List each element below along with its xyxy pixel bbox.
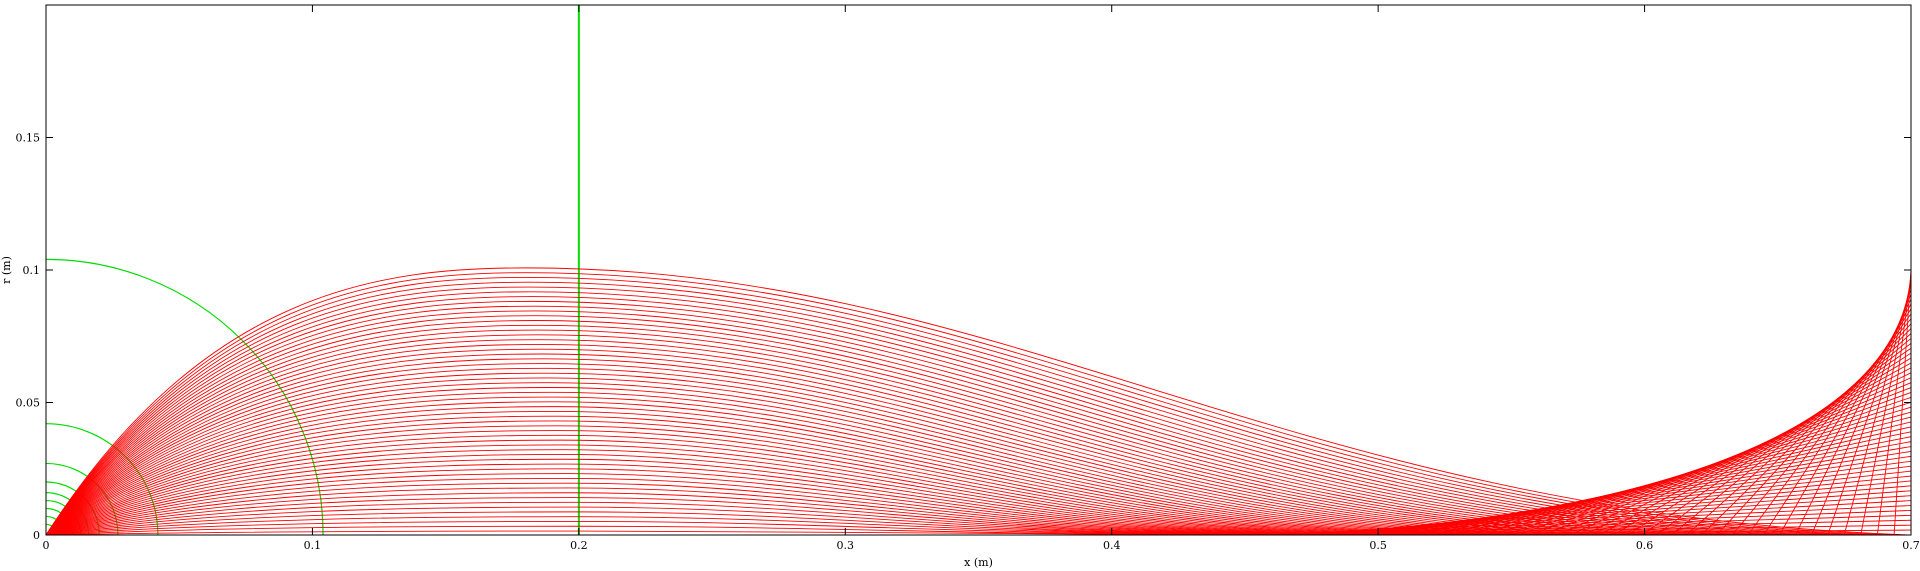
ray-trace xyxy=(45,406,1912,536)
ray-trace xyxy=(45,415,1912,536)
ray-trace xyxy=(45,298,1912,536)
ray-group xyxy=(45,267,1912,536)
axes-group: 0 0.1 0.2 0.3 0.4 0.5 0.6 0.7 0 0.05 0.1 0.15 xyxy=(16,4,1920,552)
ray-trace xyxy=(45,303,1912,536)
ray-trace xyxy=(45,352,1912,536)
x-axis-label: x (m) xyxy=(964,556,993,569)
ray-trace xyxy=(45,463,1912,536)
ray-trace xyxy=(45,274,1912,536)
ray-trace xyxy=(45,372,1912,536)
wavefront-arc xyxy=(45,423,159,536)
ray-trace xyxy=(45,439,1912,536)
ray-trace xyxy=(45,294,1912,536)
ray-trace xyxy=(45,377,1912,536)
ray-trace xyxy=(45,506,1912,536)
ray-trace xyxy=(45,511,1912,536)
ray-trace xyxy=(45,501,1912,536)
ray-trace xyxy=(45,362,1912,536)
ray-trace xyxy=(45,338,1912,536)
ray-trace xyxy=(45,367,1912,536)
ray-trace xyxy=(45,313,1912,536)
ray-trace xyxy=(45,497,1912,536)
ray-trace xyxy=(45,279,1912,536)
ray-trace xyxy=(45,430,1912,536)
ray-trace xyxy=(45,284,1912,536)
x-tick-label: 0.3 xyxy=(837,539,855,552)
y-tick-label: 0 xyxy=(33,529,40,542)
ray-trace xyxy=(45,401,1912,536)
x-tick-label: 0.7 xyxy=(1902,539,1920,552)
y-axis-label: r (m) xyxy=(0,256,13,284)
ray-trace xyxy=(45,468,1912,536)
x-tick-label: 0 xyxy=(43,539,50,552)
plot-frame xyxy=(45,4,1912,536)
ray-trace xyxy=(45,387,1912,536)
ray-trace xyxy=(45,391,1912,536)
ray-trace xyxy=(45,521,1912,536)
ray-trace xyxy=(45,267,1912,536)
x-tick-label: 0.4 xyxy=(1103,539,1121,552)
ray-trace xyxy=(45,308,1912,536)
ray-trace xyxy=(45,444,1912,536)
ray-trace xyxy=(45,449,1912,536)
ray-trace xyxy=(45,269,1912,536)
x-tick-label: 0.1 xyxy=(304,539,322,552)
ray-trace xyxy=(45,477,1912,536)
ray-trace xyxy=(45,328,1912,536)
ray-trace xyxy=(45,289,1912,536)
ray-trace xyxy=(45,342,1912,536)
ray-trace xyxy=(45,482,1912,536)
ray-trace xyxy=(45,434,1912,536)
ray-trace xyxy=(45,425,1912,536)
ray-trace xyxy=(45,382,1912,536)
ray-trace xyxy=(45,458,1912,536)
ray-trace xyxy=(45,318,1912,536)
ray-trace xyxy=(45,473,1912,536)
ray-trace xyxy=(45,410,1912,536)
ray-trace xyxy=(45,516,1912,536)
ray-trace xyxy=(45,454,1912,536)
ray-trace xyxy=(45,420,1912,536)
y-tick-label: 0.05 xyxy=(16,397,41,410)
ray-trace xyxy=(45,487,1912,536)
ray-trace xyxy=(45,525,1912,536)
x-tick-label: 0.5 xyxy=(1369,539,1387,552)
wavefront-arc xyxy=(45,258,324,536)
ray-trace xyxy=(45,333,1912,536)
ray-trace xyxy=(45,396,1912,536)
ray-trace xyxy=(45,323,1912,536)
x-tick-label: 0.2 xyxy=(570,539,588,552)
x-tick-label: 0.6 xyxy=(1636,539,1654,552)
ray-trace xyxy=(45,347,1912,536)
y-tick-label: 0.1 xyxy=(23,264,41,277)
ray-trace xyxy=(45,492,1912,536)
ray-trace xyxy=(45,357,1912,536)
y-tick-label: 0.15 xyxy=(16,132,41,145)
